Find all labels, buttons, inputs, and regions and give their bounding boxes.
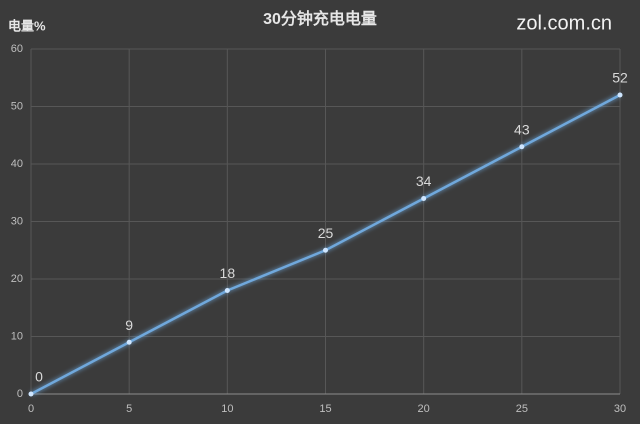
y-axis-label: 电量% (8, 18, 46, 33)
data-label: 9 (125, 317, 133, 333)
point (421, 196, 427, 201)
y-tick-label: 10 (11, 330, 23, 342)
chart-title: 30分钟充电电量 (263, 9, 377, 28)
y-tick-label: 30 (11, 215, 23, 227)
data-label: 18 (220, 265, 236, 281)
y-tick-label: 60 (11, 43, 23, 55)
x-tick-label: 30 (614, 403, 626, 415)
data-label: 34 (416, 173, 432, 189)
x-tick-label: 15 (319, 403, 331, 415)
y-tick-label: 20 (11, 273, 23, 285)
y-tick-label: 0 (17, 388, 23, 400)
data-label: 25 (318, 225, 334, 241)
watermark: zol.com.cn (516, 12, 612, 34)
point (224, 288, 230, 293)
point (519, 144, 525, 150)
data-label: 0 (35, 369, 43, 385)
x-tick-label: 0 (28, 403, 34, 415)
data-label: 52 (612, 70, 628, 86)
x-tick-label: 25 (516, 403, 528, 415)
y-tick-label: 40 (11, 158, 23, 170)
point (126, 339, 132, 345)
point (323, 247, 328, 253)
y-tick-label: 50 (11, 100, 23, 112)
x-tick-label: 5 (126, 403, 132, 415)
data-label: 43 (514, 121, 530, 137)
x-tick-label: 10 (221, 403, 233, 415)
x-tick-label: 20 (418, 403, 430, 415)
point (28, 391, 34, 397)
point (617, 92, 623, 98)
